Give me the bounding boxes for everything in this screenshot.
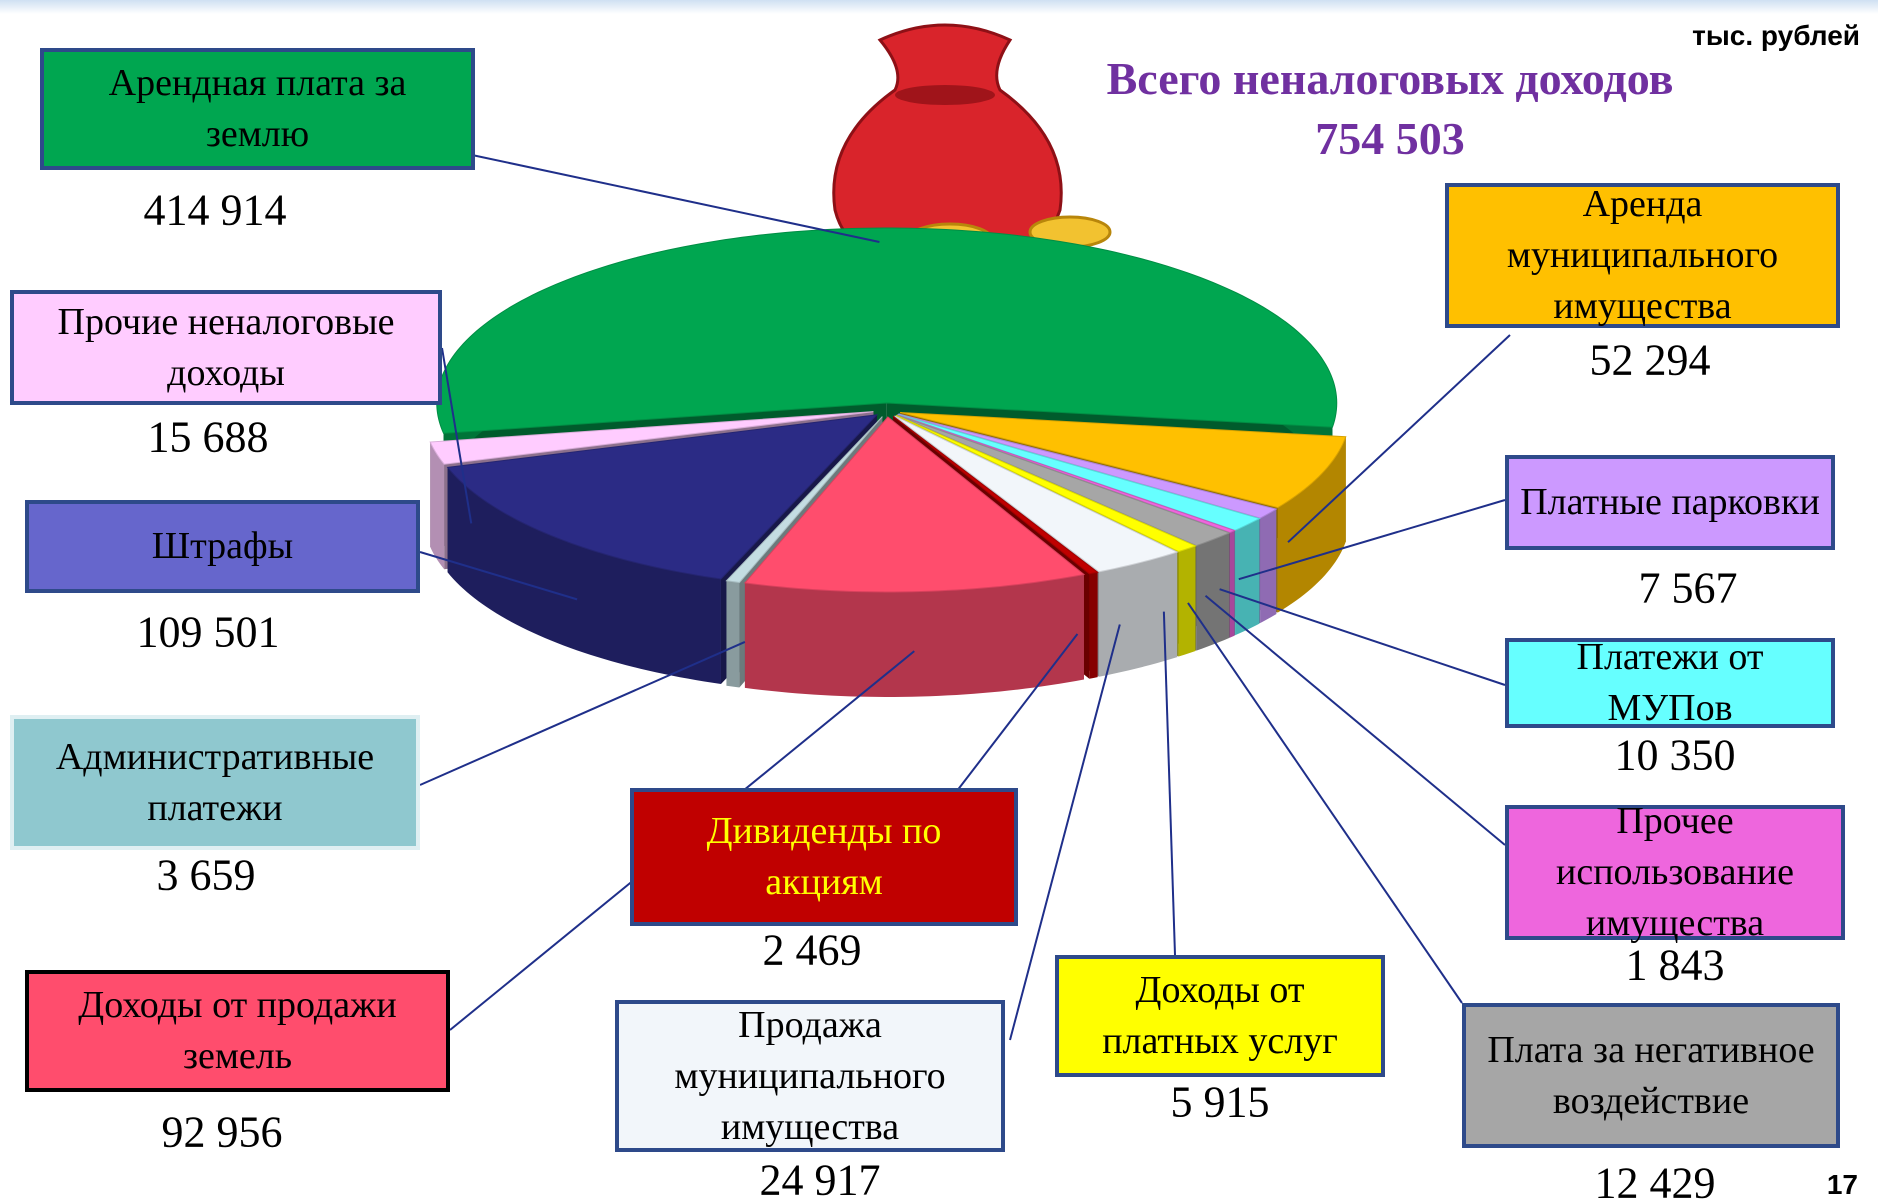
value-label: 10 350	[1615, 730, 1736, 781]
value-label: 15 688	[148, 412, 269, 463]
label-box: Плата за негативное воздействие	[1462, 1003, 1840, 1148]
value-label: 414 914	[144, 185, 287, 236]
leader-line	[420, 642, 745, 785]
label-box: Дивиденды по акциям	[630, 788, 1018, 926]
label-box: Аренда муниципального имущества	[1445, 183, 1840, 328]
value-label: 92 956	[162, 1107, 283, 1158]
label-box: Штрафы	[25, 500, 420, 593]
label-box: Продажа муниципального имущества	[615, 1000, 1005, 1152]
slice-side	[1089, 572, 1097, 679]
label-box: Арендная плата за землю	[40, 48, 475, 170]
value-label: 3 659	[157, 850, 256, 901]
slice-side	[726, 581, 739, 688]
chart-total: 754 503	[1315, 112, 1465, 165]
value-label: 1 843	[1626, 940, 1725, 991]
leader-line	[1164, 612, 1175, 955]
label-box: Платные парковки	[1505, 455, 1835, 550]
value-label: 7 567	[1639, 563, 1738, 614]
chart-title: Всего неналоговых доходов	[1107, 52, 1674, 105]
value-label: 52 294	[1590, 335, 1711, 386]
leader-line	[1220, 589, 1505, 685]
slide: тыс. рублей Всего неналоговых доходов 75…	[0, 0, 1878, 1203]
label-box: Доходы от платных услуг	[1055, 955, 1385, 1077]
slice-side	[1179, 546, 1196, 657]
slice-side	[745, 575, 1084, 697]
value-label: 24 917	[760, 1155, 881, 1203]
value-label: 2 469	[763, 925, 862, 976]
leader-line	[472, 155, 879, 242]
value-label: 109 501	[137, 607, 280, 658]
label-box: Прочее использование имущества	[1505, 805, 1845, 940]
label-box: Административные платежи	[10, 715, 420, 850]
value-label: 12 429	[1595, 1158, 1716, 1203]
leader-line	[1206, 596, 1505, 845]
page-number: 17	[1827, 1169, 1858, 1201]
label-box: Платежи от МУПов	[1505, 638, 1835, 728]
leader-line	[1188, 603, 1462, 1003]
slice-side	[1230, 531, 1235, 638]
slice	[437, 228, 1337, 433]
label-box: Доходы от продажи земель	[25, 970, 450, 1092]
unit-note: тыс. рублей	[1692, 20, 1860, 52]
value-label: 5 915	[1171, 1077, 1270, 1128]
label-box: Прочие неналоговые доходы	[10, 290, 442, 405]
